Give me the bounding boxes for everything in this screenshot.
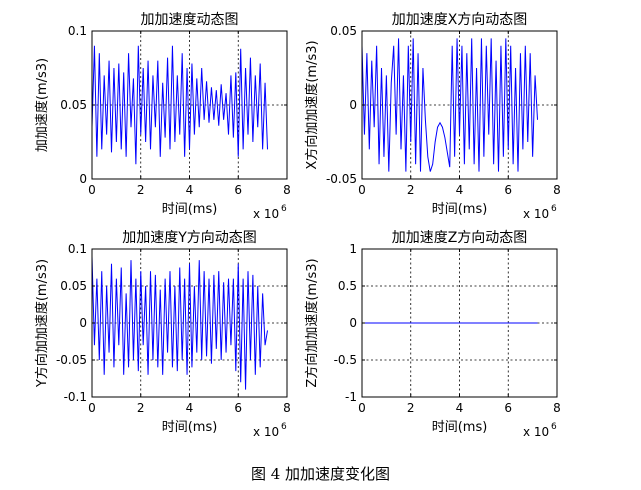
y-tick-label: 0 xyxy=(79,172,87,186)
series-line-1 xyxy=(91,256,268,390)
y-tick-label: 0 xyxy=(79,316,87,330)
y-tick-label: 0.1 xyxy=(68,242,87,256)
x-exponent-label: x 10 xyxy=(523,207,549,221)
x-exponent: 6 xyxy=(551,204,557,214)
x-exponent: 6 xyxy=(551,422,557,432)
y-tick-label: 1 xyxy=(349,242,357,256)
x-exponent: 6 xyxy=(281,204,287,214)
series-line-1 xyxy=(91,45,268,165)
x-tick-label: 2 xyxy=(407,183,415,197)
y-tick-label: -0.5 xyxy=(334,353,357,367)
y-tick-label: 0 xyxy=(349,316,357,330)
chart-title: 加加速度X方向动态图 xyxy=(392,12,528,28)
x-exponent-label: x 10 xyxy=(253,207,279,221)
series-line-1 xyxy=(361,38,538,172)
chart-title: 加加速度Y方向动态图 xyxy=(122,230,257,246)
x-tick-label: 8 xyxy=(553,183,561,197)
y-tick-label: -0.1 xyxy=(64,390,87,404)
x-tick-label: 2 xyxy=(137,401,145,415)
x-tick-label: 8 xyxy=(553,401,561,415)
x-tick-label: 0 xyxy=(88,183,96,197)
x-tick-label: 8 xyxy=(283,183,291,197)
y-tick-label: -0.05 xyxy=(326,172,357,186)
x-tick-label: 6 xyxy=(234,401,242,415)
x-tick-label: 4 xyxy=(186,401,194,415)
x-tick-label: 6 xyxy=(504,401,512,415)
y-tick-label: -0.05 xyxy=(56,353,87,367)
x-axis-label: 时间(ms) xyxy=(162,420,218,435)
y-tick-label: 0.05 xyxy=(60,279,87,293)
y-tick-label: 0 xyxy=(349,98,357,112)
y-axis-label: X方向加加速度(m/s3) xyxy=(304,40,320,169)
chart-title: 加加速度动态图 xyxy=(141,12,239,28)
x-axis-label: 时间(ms) xyxy=(432,202,488,217)
x-tick-label: 0 xyxy=(88,401,96,415)
x-tick-label: 6 xyxy=(504,183,512,197)
y-tick-label: -1 xyxy=(345,390,357,404)
y-tick-label: 0.5 xyxy=(338,279,357,293)
x-tick-label: 4 xyxy=(456,401,464,415)
x-tick-label: 8 xyxy=(283,401,291,415)
y-axis-label: 加加速度(m/s3) xyxy=(34,58,50,152)
y-axis-label: Z方向加加速度(m/s3) xyxy=(304,258,320,387)
x-axis-label: 时间(ms) xyxy=(432,420,488,435)
x-tick-label: 2 xyxy=(137,183,145,197)
y-tick-label: 0.05 xyxy=(330,24,357,38)
y-axis-label: Y方向加加速度(m/s3) xyxy=(34,259,50,388)
chart-title: 加加速度Z方向动态图 xyxy=(392,230,528,246)
x-axis-label: 时间(ms) xyxy=(162,202,218,217)
x-tick-label: 2 xyxy=(407,401,415,415)
x-tick-label: 0 xyxy=(358,183,366,197)
figure-caption: 图 4 加加速度变化图 xyxy=(250,465,391,483)
y-tick-label: 0.05 xyxy=(60,98,87,112)
x-tick-label: 0 xyxy=(358,401,366,415)
x-tick-label: 4 xyxy=(186,183,194,197)
x-tick-label: 6 xyxy=(234,183,242,197)
x-exponent-label: x 10 xyxy=(253,425,279,439)
y-tick-label: 0.1 xyxy=(68,24,87,38)
x-exponent: 6 xyxy=(281,422,287,432)
x-exponent-label: x 10 xyxy=(523,425,549,439)
x-tick-label: 4 xyxy=(456,183,464,197)
